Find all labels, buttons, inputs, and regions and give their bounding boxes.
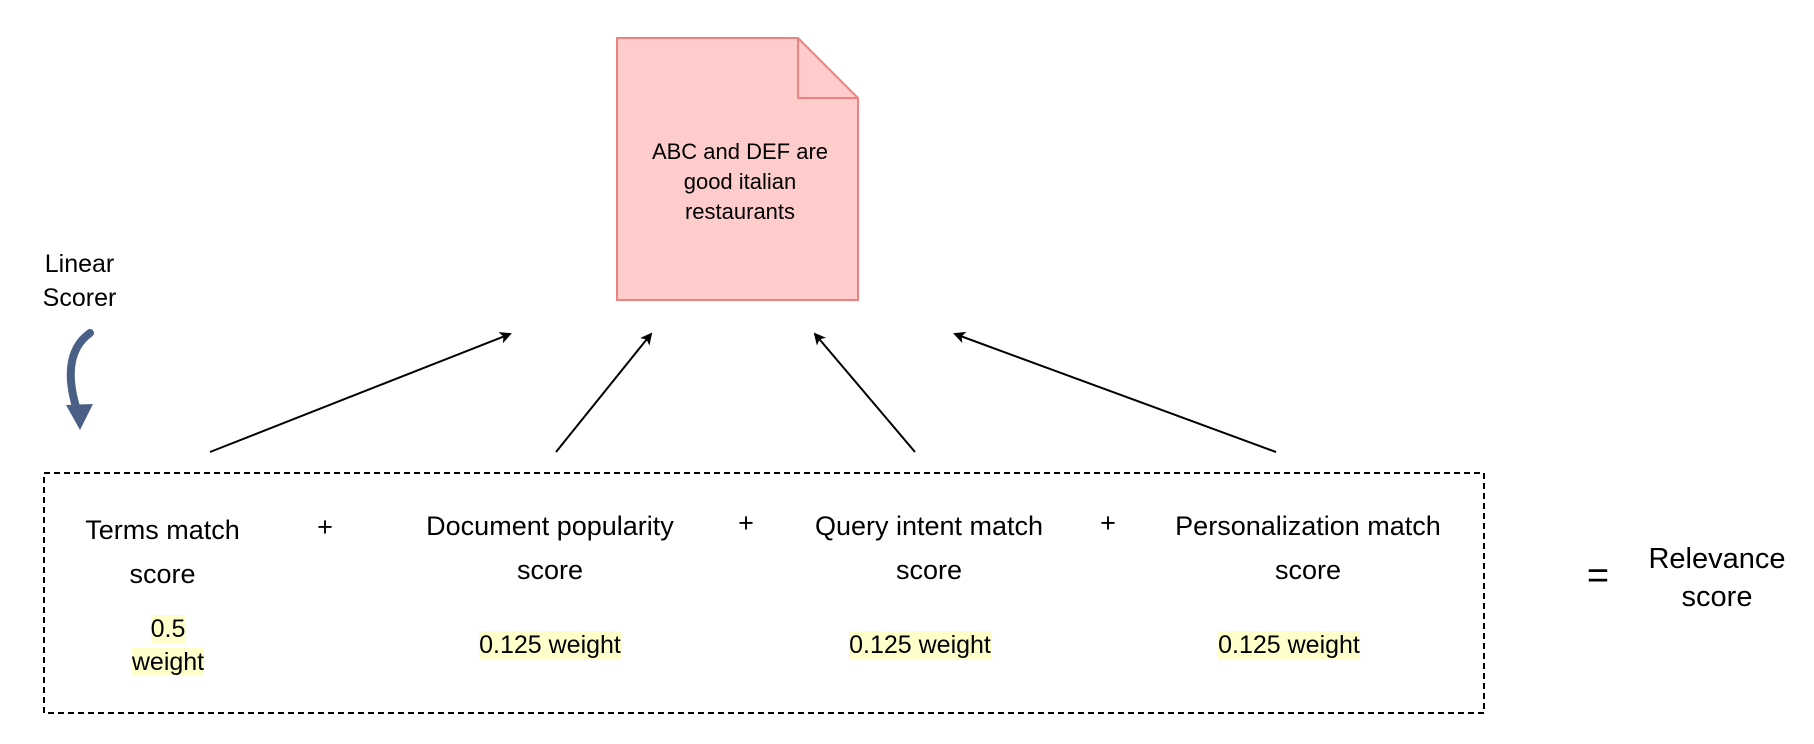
weight-terms-value: 0.5 weight	[131, 615, 205, 676]
weight-personalization-value: 0.125 weight	[1218, 631, 1360, 659]
plus-operator: +	[1100, 508, 1116, 538]
document-shape	[616, 37, 859, 301]
weight-popularity-value: 0.125 weight	[479, 631, 621, 659]
weight-intent: 0.125 weight	[810, 629, 1030, 662]
arrow-popularity-to-document	[555, 332, 653, 453]
component-intent-label: Query intent match score	[814, 511, 1044, 585]
arrow-terms-to-document	[209, 332, 512, 453]
arrow-personalization-to-document	[953, 331, 1277, 453]
document-fold	[797, 38, 858, 99]
weight-popularity: 0.125 weight	[440, 629, 660, 662]
document-text: ABC and DEF are good italian restaurants	[651, 139, 829, 224]
component-popularity-label: Document popularity score	[426, 511, 674, 585]
relevance-score-label: Relevance score	[1648, 543, 1786, 613]
linear-scorer-label: Linear Scorer	[42, 250, 117, 312]
weight-personalization: 0.125 weight	[1179, 629, 1399, 662]
linear-scorer-box	[43, 472, 1485, 714]
arrow-intent-to-document	[813, 332, 916, 453]
plus-operator: +	[317, 512, 333, 542]
component-terms-label: Terms match score	[85, 515, 240, 589]
component-personalization-label: Personalization match score	[1175, 511, 1441, 585]
plus-operator: +	[738, 508, 754, 538]
curved-arrow-icon	[66, 329, 94, 430]
weight-intent-value: 0.125 weight	[849, 631, 991, 659]
weight-terms: 0.5 weight	[118, 613, 218, 679]
equals-operator: =	[1586, 555, 1610, 597]
